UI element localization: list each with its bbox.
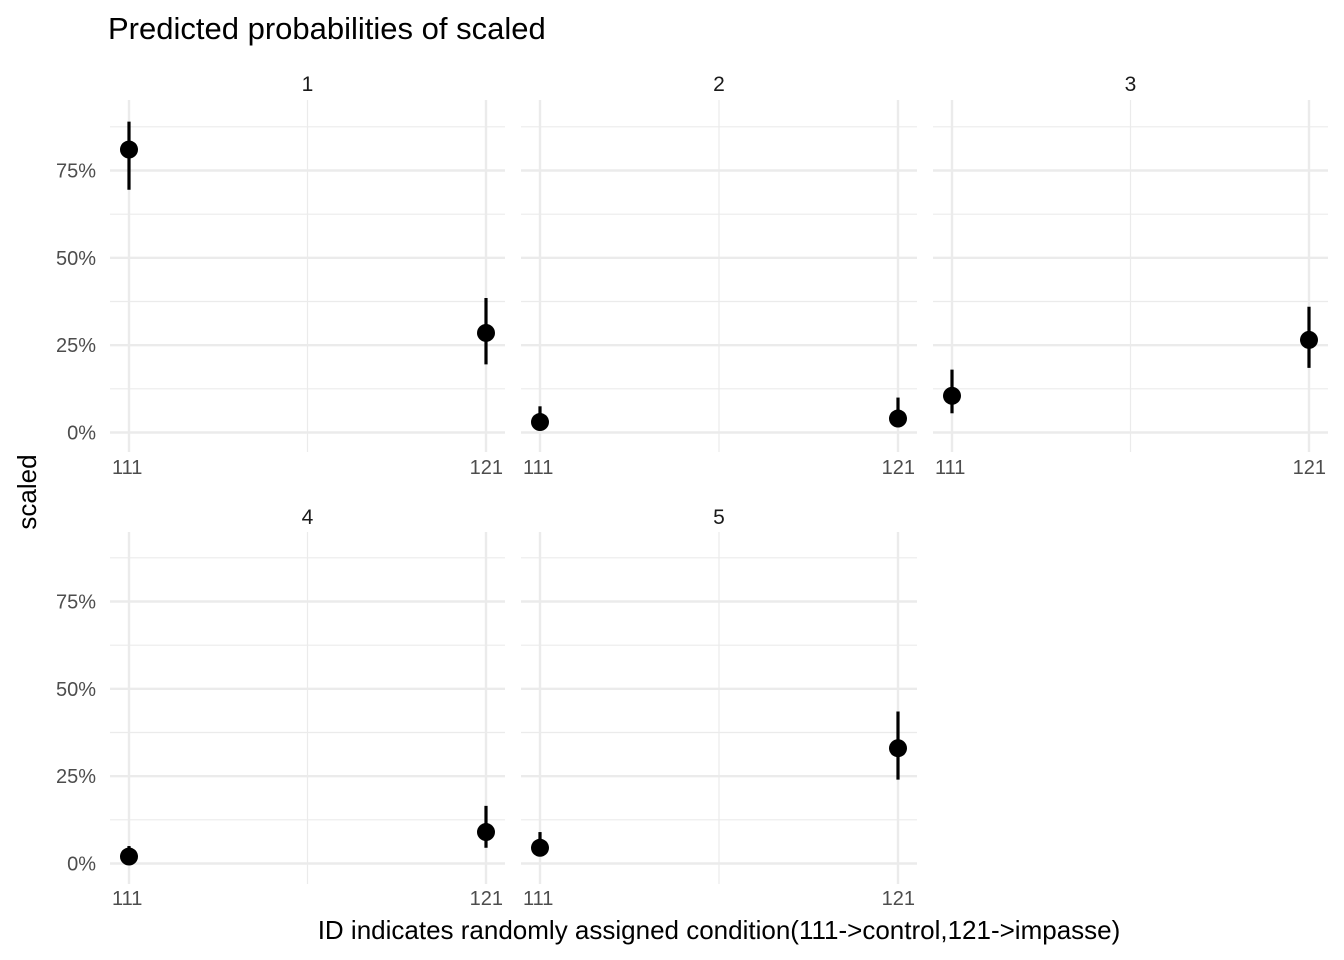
data-point [120, 140, 138, 159]
y-tick-label: 25% [56, 766, 96, 788]
x-tick-label: 111 [112, 457, 142, 479]
y-tick-label: 25% [56, 335, 96, 357]
y-tick-label: 0% [67, 423, 96, 445]
x-tick-label: 121 [882, 888, 915, 910]
facet-label: 3 [1125, 73, 1137, 96]
data-point [889, 409, 907, 428]
x-tick-label: 111 [523, 888, 553, 910]
y-tick-label: 75% [56, 592, 96, 614]
x-tick-label: 111 [523, 457, 553, 479]
data-point [477, 323, 495, 342]
facet-label: 4 [302, 506, 314, 529]
data-point [889, 739, 907, 758]
chart-title: Predicted probabilities of scaled [108, 11, 546, 46]
x-tick-label: 121 [470, 457, 503, 479]
x-axis-title: ID indicates randomly assigned condition… [318, 915, 1121, 945]
y-tick-label: 50% [56, 679, 96, 701]
data-point [477, 823, 495, 842]
facet-label: 1 [302, 73, 314, 96]
y-tick-label: 75% [56, 161, 96, 183]
x-tick-label: 121 [470, 888, 503, 910]
facet-label: 2 [713, 73, 725, 96]
data-point [531, 413, 549, 432]
y-tick-label: 0% [67, 854, 96, 876]
y-axis-title: scaled [12, 454, 42, 529]
x-tick-label: 121 [1293, 457, 1326, 479]
data-point [531, 838, 549, 857]
x-tick-label: 111 [112, 888, 142, 910]
x-tick-label: 111 [935, 457, 965, 479]
facet-label: 5 [713, 506, 725, 529]
data-point [120, 847, 138, 866]
data-point [943, 386, 961, 405]
facet-panels: 1 0% 25% 50% 75% 111 121 2 111 121 3 111 121 4 0% 25% 50… [56, 73, 1328, 910]
data-point [1300, 330, 1318, 349]
y-tick-label: 50% [56, 248, 96, 270]
x-tick-label: 121 [882, 457, 915, 479]
